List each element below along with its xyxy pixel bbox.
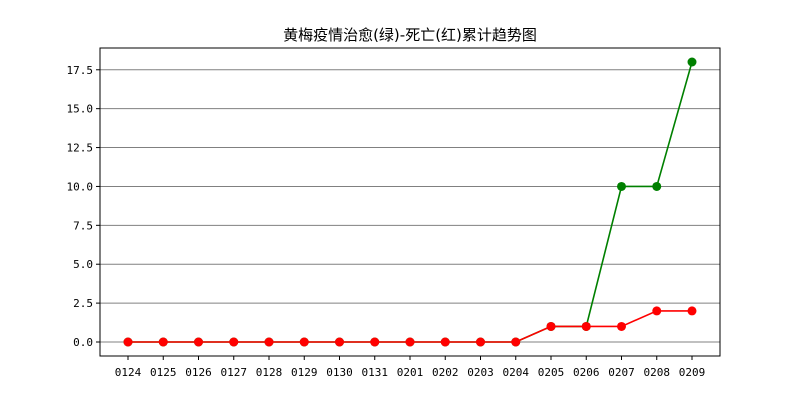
x-tick-label: 0202 — [432, 366, 459, 379]
x-tick-label: 0206 — [573, 366, 600, 379]
data-point — [617, 181, 626, 191]
data-point — [440, 337, 450, 347]
data-point — [299, 337, 309, 347]
data-point — [229, 337, 239, 347]
data-point — [652, 306, 662, 316]
x-tick-label: 0204 — [503, 366, 530, 379]
gridlines — [100, 69, 720, 343]
data-point — [687, 57, 697, 67]
y-tick-label: 15.0 — [67, 103, 94, 116]
data-point — [405, 337, 415, 347]
data-point — [123, 337, 133, 347]
x-tick-label: 0209 — [679, 366, 706, 379]
x-tick-label: 0124 — [115, 366, 142, 379]
data-point — [511, 337, 521, 347]
data-point — [652, 181, 662, 191]
y-tick-label: 7.5 — [73, 219, 93, 232]
x-tick-label: 0208 — [644, 366, 671, 379]
x-tick-label: 0125 — [150, 366, 177, 379]
data-point — [335, 337, 344, 347]
y-axis: 0.0 2.5 5.0 7.5 10.0 12.5 15.0 17.5 — [67, 64, 100, 349]
x-tick-label: 0128 — [256, 366, 283, 379]
x-tick-label: 0201 — [397, 366, 424, 379]
x-tick-label: 0205 — [538, 366, 565, 379]
data-point — [687, 306, 697, 316]
y-tick-label: 10.0 — [67, 180, 94, 193]
y-tick-label: 2.5 — [73, 297, 93, 310]
x-tick-label: 0131 — [362, 366, 389, 379]
data-point — [581, 321, 591, 331]
y-tick-label: 17.5 — [67, 64, 94, 77]
x-tick-label: 0207 — [608, 366, 635, 379]
series-line — [128, 310, 692, 343]
y-tick-label: 12.5 — [67, 142, 94, 155]
data-point — [158, 337, 168, 347]
x-tick-label: 0126 — [185, 366, 212, 379]
y-tick-label: 5.0 — [73, 258, 93, 271]
x-tick-label: 0129 — [291, 366, 318, 379]
data-point — [617, 321, 626, 331]
chart-title: 黄梅疫情治愈(绿)-死亡(红)累计趋势图 — [283, 26, 537, 44]
data-point — [194, 337, 203, 347]
x-axis: 0124 0125 0126 0127 0128 0129 0130 0131 0201 0202… — [115, 356, 706, 379]
data-point — [546, 321, 556, 331]
series-1 — [123, 306, 697, 347]
x-tick-label: 0130 — [326, 366, 353, 379]
series-layer — [123, 57, 697, 347]
series-line — [128, 61, 693, 343]
x-tick-label: 0127 — [221, 366, 248, 379]
plot-frame — [99, 47, 721, 357]
data-point — [370, 337, 380, 347]
data-point — [476, 337, 485, 347]
data-point — [264, 337, 274, 347]
y-tick-label: 0.0 — [73, 336, 93, 349]
x-tick-label: 0203 — [467, 366, 494, 379]
